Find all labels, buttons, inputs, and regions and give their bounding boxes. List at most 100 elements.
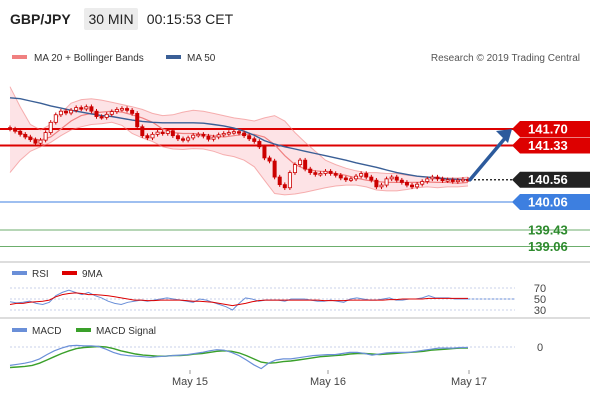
candle-body xyxy=(231,131,236,134)
forecast-arrow-head xyxy=(496,129,512,143)
macd-tick-label: 0 xyxy=(537,342,543,354)
level-label-resistance: 141.33 xyxy=(528,138,568,153)
x-axis-date-label: May 16 xyxy=(310,376,346,388)
candle-body xyxy=(165,130,170,134)
candle-body xyxy=(323,170,328,174)
candle-body xyxy=(13,128,18,132)
level-tag-last xyxy=(512,171,590,188)
candle-body xyxy=(450,179,455,182)
candle-body xyxy=(89,106,94,112)
credit-label: Research © 2019 Trading Central xyxy=(431,53,580,64)
symbol-label[interactable]: GBP/JPY xyxy=(6,8,84,30)
macd-legend: MACD MACD Signal xyxy=(12,326,156,337)
price-levels xyxy=(0,128,590,248)
level-tag-resistance xyxy=(512,121,590,137)
candle-body xyxy=(43,132,48,141)
level-tag-resistance xyxy=(512,137,590,154)
candle-body xyxy=(262,146,267,159)
candle-body xyxy=(430,176,435,180)
candle-body xyxy=(191,134,196,139)
candle-body xyxy=(206,135,211,140)
candle-body xyxy=(221,133,226,136)
timeframe-selector[interactable]: 30 MIN xyxy=(84,8,138,30)
candle-body xyxy=(455,179,460,183)
candle-body xyxy=(170,130,175,137)
candle-body xyxy=(23,133,28,138)
candle-body xyxy=(130,109,135,114)
candle-body xyxy=(38,139,43,144)
macd-legend-label: MACD xyxy=(32,326,61,337)
candle-body xyxy=(33,139,38,144)
candle-body xyxy=(247,135,252,140)
candle-body xyxy=(415,183,420,188)
candle-body xyxy=(435,176,440,180)
candle-body xyxy=(425,178,430,182)
clock-label: 00:15:53 CET xyxy=(144,8,236,30)
candle-body xyxy=(79,107,84,110)
candle-body xyxy=(359,173,364,177)
candle-body xyxy=(369,176,374,181)
candles xyxy=(7,104,512,190)
macd-signal-legend-label: MACD Signal xyxy=(96,326,156,337)
candle-body xyxy=(364,173,369,178)
forecast-arrow xyxy=(468,129,512,182)
rsi-line xyxy=(9,289,468,311)
candle-body xyxy=(140,126,145,137)
candle-body xyxy=(267,157,272,162)
candle-body xyxy=(196,133,201,137)
candle-body xyxy=(7,127,12,130)
candle-body xyxy=(318,173,323,176)
macd-legend-swatch xyxy=(12,328,27,332)
candle-body xyxy=(348,178,353,181)
rsi-ma-line xyxy=(9,292,468,307)
macd-lines: 0 xyxy=(9,342,543,370)
candle-body xyxy=(303,159,308,170)
candle-body xyxy=(298,159,303,166)
candle-body xyxy=(277,176,282,186)
candle-body xyxy=(374,179,379,188)
candle-body xyxy=(58,110,63,116)
bollinger-band-fill xyxy=(10,86,468,195)
x-axis-date-label: May 15 xyxy=(172,376,208,388)
ma50-legend-label: MA 50 xyxy=(187,53,216,64)
candle-body xyxy=(252,138,257,142)
candle-body xyxy=(440,178,445,182)
candle-body xyxy=(135,113,140,128)
candle-body xyxy=(313,172,318,175)
macd-line xyxy=(9,344,468,370)
candle-body xyxy=(48,121,53,133)
candle-body xyxy=(445,179,450,182)
candle-body xyxy=(236,131,241,134)
candle-body xyxy=(420,181,425,185)
candle-body xyxy=(338,174,343,179)
candle-body xyxy=(84,106,89,110)
rsi-lines xyxy=(9,289,515,311)
candle-body xyxy=(74,107,79,111)
candle-body xyxy=(272,160,277,178)
ma50-legend-swatch xyxy=(166,55,181,59)
candle-body xyxy=(384,178,389,186)
candle-body xyxy=(28,136,33,141)
candle-body xyxy=(155,131,160,135)
chart-header: GBP/JPY 30 MIN 00:15:53 CET xyxy=(0,0,590,36)
candle-body xyxy=(150,133,155,139)
macd-signal-legend-swatch xyxy=(76,328,91,332)
level-label-support: 140.06 xyxy=(528,195,568,210)
candle-body xyxy=(292,164,297,174)
rsi-ma-legend-label: 9MA xyxy=(82,269,103,280)
bollinger-legend-swatch xyxy=(12,55,27,59)
rsi-legend-swatch xyxy=(12,271,27,275)
candle-body xyxy=(201,133,206,137)
bollinger-upper-line xyxy=(9,86,469,179)
candle-body xyxy=(226,132,231,135)
bollinger-band-area xyxy=(10,86,468,195)
candle-body xyxy=(287,172,292,189)
rsi-tick-label: 50 xyxy=(534,294,546,306)
candle-body xyxy=(186,137,191,141)
candle-body xyxy=(99,116,104,119)
candle-body xyxy=(216,134,221,138)
candle-body xyxy=(145,135,150,139)
rsi-ma-legend-swatch xyxy=(62,271,77,275)
